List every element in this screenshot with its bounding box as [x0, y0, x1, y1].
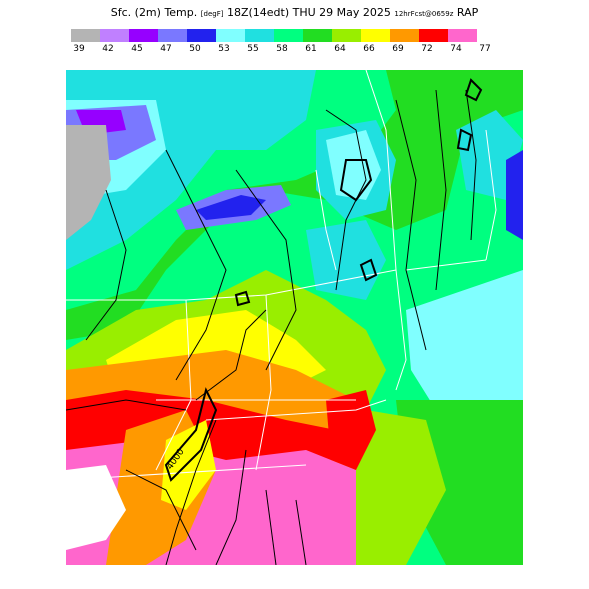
legend-tick-label: 58 [276, 44, 288, 54]
legend-swatch [129, 29, 158, 42]
southwest-white [66, 465, 126, 550]
legend-tick-label: 61 [305, 44, 317, 54]
legend-swatch [187, 29, 216, 42]
legend-swatch [274, 29, 303, 42]
legend-swatch [245, 29, 274, 42]
legend-tick-label: 42 [102, 44, 114, 54]
legend-swatch [100, 29, 129, 42]
legend-tick-label: 55 [247, 44, 259, 54]
legend-swatch [332, 29, 361, 42]
legend-tick-label: 53 [218, 44, 230, 54]
legend-tick-label: 45 [131, 44, 143, 54]
legend-ticks: 39 42 45 47 50 53 55 58 61 64 66 69 72 74 77 [0, 44, 589, 58]
northwest-gray [66, 125, 111, 240]
legend-swatch [361, 29, 390, 42]
legend-tick-label: 72 [421, 44, 433, 54]
coastal-yellowgreen [346, 410, 446, 565]
legend-tick-label: 50 [189, 44, 201, 54]
title-main: Sfc. (2m) Temp. [110, 6, 198, 19]
legend-swatch [303, 29, 332, 42]
title-valid: 18Z(14edt) THU 29 May 2025 [226, 6, 391, 19]
legend-swatch [71, 29, 100, 42]
east-cold-edge [506, 150, 523, 240]
offshore-cyan [476, 300, 523, 360]
legend-tick-label: 77 [479, 44, 491, 54]
northeast-light-cyan [326, 130, 381, 200]
bold-contours [164, 78, 483, 482]
contour-lines [66, 89, 477, 565]
legend-swatch [216, 29, 245, 42]
temperature-map: 4000 [66, 70, 523, 565]
map-canvas: 4000 [66, 70, 523, 565]
legend-tick-label: 39 [73, 44, 85, 54]
legend-tick-label: 47 [160, 44, 172, 54]
legend-tick-label: 69 [392, 44, 404, 54]
legend-tick-label: 64 [334, 44, 346, 54]
title-units: [degF] [200, 10, 224, 18]
legend-tick-label: 74 [450, 44, 462, 54]
chart-title: Sfc. (2m) Temp. [degF] 18Z(14edt) THU 29… [0, 6, 589, 19]
state-borders [66, 70, 497, 481]
legend-swatch [419, 29, 448, 42]
legend-tick-label: 66 [363, 44, 375, 54]
cold-core [196, 195, 266, 220]
legend-swatch [158, 29, 187, 42]
appalachian-yellow [161, 420, 216, 510]
chesapeake-red [326, 390, 376, 470]
title-model: RAP [456, 6, 479, 19]
legend-swatch [390, 29, 419, 42]
legend-swatch [448, 29, 477, 42]
title-forecast: 12hrFcst@0659z [394, 10, 454, 18]
